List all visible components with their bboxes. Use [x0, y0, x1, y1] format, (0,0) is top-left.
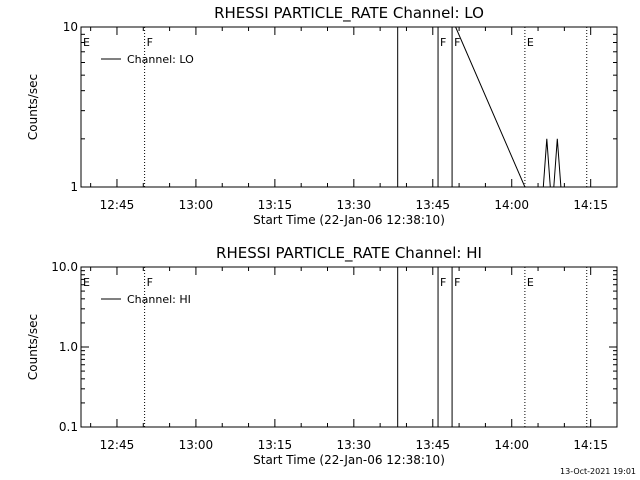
chart-panel-2: RHESSI PARTICLE_RATE Channel: HI Counts/s…	[26, 244, 618, 467]
chart-panel-1: RHESSI PARTICLE_RATE Channel: LO Counts/s…	[26, 4, 618, 227]
x-tick-label: 13:45	[415, 198, 450, 212]
flag-marker-label: F	[147, 36, 153, 49]
flag-marker-label: E	[527, 276, 534, 289]
x-tick-label: 12:45	[100, 438, 135, 452]
y-tick-label: 1.0	[59, 340, 78, 354]
x-tick-label: 13:30	[337, 198, 372, 212]
x-tick-label: 13:30	[337, 438, 372, 452]
flag-marker-label: F	[454, 276, 460, 289]
flag-marker-label: F	[454, 36, 460, 49]
x-tick-label: 13:00	[179, 438, 214, 452]
y-tick-label: 0.1	[59, 420, 78, 434]
plot-timestamp: 13-Oct-2021 19:01	[560, 467, 636, 476]
flag-marker-label: F	[147, 276, 153, 289]
y-tick-label: 10.0	[51, 260, 78, 274]
y-tick-label: 1	[70, 180, 78, 194]
y-tick-label: 10	[63, 20, 78, 34]
x-tick-label: 14:15	[573, 198, 608, 212]
flag-marker-label: E	[83, 36, 90, 49]
x-axis-label: Start Time (22-Jan-06 12:38:10)	[253, 213, 445, 227]
x-tick-label: 13:00	[179, 198, 214, 212]
x-tick-label: 12:45	[100, 198, 135, 212]
x-tick-label: 13:45	[415, 438, 450, 452]
x-tick-label: 14:15	[573, 438, 608, 452]
plot-frame	[80, 26, 618, 188]
x-tick-label: 13:15	[258, 198, 293, 212]
legend-label: Channel: HI	[127, 293, 191, 306]
y-axis-label: Counts/sec	[26, 314, 40, 380]
series-line	[397, 26, 565, 188]
x-tick-label: 14:00	[494, 438, 529, 452]
x-tick-label: 14:00	[494, 198, 529, 212]
chart-title: RHESSI PARTICLE_RATE Channel: HI	[216, 244, 482, 263]
flag-marker-label: E	[83, 276, 90, 289]
plot-frame	[80, 266, 618, 428]
flag-marker-label: F	[440, 276, 446, 289]
x-axis-label: Start Time (22-Jan-06 12:38:10)	[253, 453, 445, 467]
legend-label: Channel: LO	[127, 53, 194, 66]
chart-title: RHESSI PARTICLE_RATE Channel: LO	[214, 4, 484, 23]
flag-marker-label: F	[440, 36, 446, 49]
y-axis-label: Counts/sec	[26, 74, 40, 140]
x-tick-label: 13:15	[258, 438, 293, 452]
flag-marker-label: E	[527, 36, 534, 49]
